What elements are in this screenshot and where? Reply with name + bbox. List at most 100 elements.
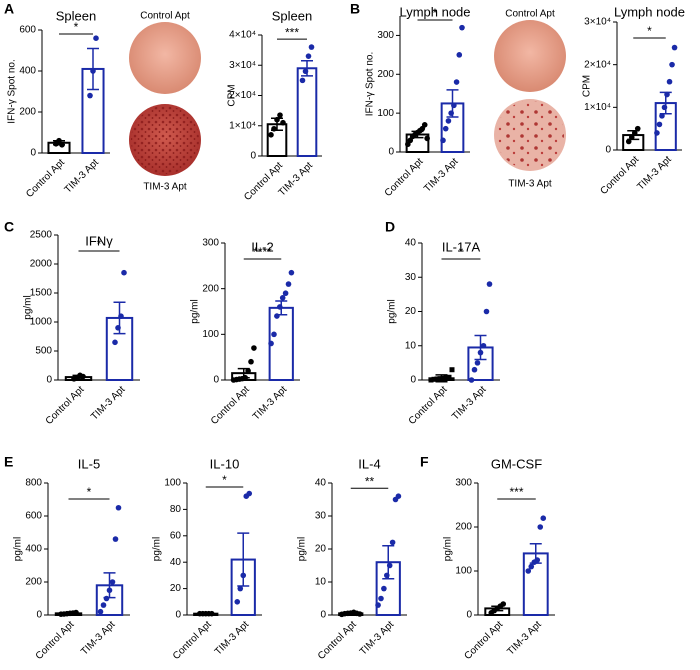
- data-point: [528, 563, 535, 570]
- significance-label: ****: [253, 245, 272, 259]
- data-point: [381, 585, 387, 592]
- y-tick-label: 40: [405, 238, 417, 249]
- y-tick-label: 0: [46, 375, 52, 386]
- y-tick-label: 20: [405, 306, 417, 317]
- data-point: [445, 118, 452, 124]
- error-bar: [474, 334, 487, 361]
- x-tick-label: Control Apt: [462, 619, 505, 662]
- data-point: [242, 374, 249, 381]
- data-point: [451, 102, 457, 109]
- image-label: TIM-3 Apt: [143, 182, 187, 193]
- y-tick-label: 200: [377, 69, 394, 80]
- data-point: [103, 595, 110, 602]
- data-point: [274, 116, 280, 123]
- data-point: [115, 504, 122, 511]
- y-tick-label: 2×10⁴: [229, 90, 256, 101]
- data-point: [389, 539, 396, 546]
- y-tick-label: 1×10⁴: [584, 102, 611, 113]
- data-point: [375, 602, 381, 608]
- y-tick-label: 10: [315, 577, 327, 588]
- x-tick-label: TIM-3 Apt: [358, 619, 397, 658]
- data-point: [299, 77, 306, 84]
- y-tick-label: 600: [25, 511, 42, 522]
- y-tick-label: 200: [25, 577, 42, 588]
- data-point: [268, 132, 274, 138]
- x-tick-label: TIM-3 Apt: [213, 619, 252, 658]
- y-tick-label: 800: [25, 478, 42, 489]
- data-point: [285, 281, 292, 287]
- data-point: [654, 130, 660, 136]
- data-point: [540, 515, 547, 521]
- data-point: [383, 572, 390, 579]
- y-tick-label: 400: [25, 544, 42, 555]
- y-axis-label: IFN-γ Spot no.: [7, 59, 18, 123]
- data-point: [449, 367, 455, 373]
- y-tick-label: 40: [170, 557, 182, 568]
- x-tick-label: TIM-3 Apt: [79, 619, 118, 658]
- data-point: [395, 493, 402, 500]
- data-point: [271, 331, 277, 338]
- data-point: [97, 608, 104, 615]
- y-tick-label: 300: [202, 238, 219, 249]
- y-tick-label: 100: [455, 566, 472, 577]
- data-point: [106, 587, 113, 594]
- y-tick-label: 1×10⁴: [229, 120, 256, 131]
- chart-title: IFNγ: [85, 233, 113, 248]
- data-point: [56, 137, 62, 144]
- significance-label: *: [87, 485, 92, 499]
- x-tick-label: TIM-3 Apt: [251, 384, 290, 423]
- data-point: [378, 595, 384, 602]
- x-tick-label: Control Apt: [316, 619, 359, 662]
- significance-label: *: [459, 245, 464, 259]
- data-point: [480, 342, 487, 349]
- panel-letter: F: [420, 454, 429, 470]
- y-tick-label: 2000: [30, 259, 53, 270]
- y-tick-label: 3×10⁴: [229, 60, 256, 71]
- y-tick-label: 2×10⁴: [584, 59, 611, 70]
- data-point: [468, 377, 475, 383]
- data-point: [459, 24, 465, 31]
- data-point: [73, 609, 79, 616]
- data-point: [302, 68, 309, 75]
- data-point: [525, 568, 532, 574]
- data-point: [237, 585, 244, 592]
- y-axis-label: pg/ml: [190, 299, 201, 323]
- x-tick-label: Control Apt: [383, 156, 426, 199]
- data-point: [424, 135, 430, 142]
- data-point: [109, 579, 116, 585]
- data-point: [671, 44, 678, 51]
- data-point: [443, 375, 449, 381]
- data-point: [268, 340, 274, 347]
- data-point: [112, 339, 118, 346]
- data-point: [442, 125, 449, 132]
- data-point: [628, 134, 635, 140]
- x-tick-label: Control Apt: [242, 160, 285, 203]
- well-spots: [496, 101, 564, 169]
- data-point: [453, 79, 460, 85]
- data-point: [500, 601, 507, 607]
- x-tick-label: Control Apt: [171, 619, 214, 662]
- y-axis-label: pg/ml: [387, 299, 398, 323]
- data-point: [280, 119, 286, 126]
- significance-label: ***: [509, 485, 523, 499]
- y-tick-label: 40: [315, 478, 327, 489]
- y-axis-label: CPM: [227, 84, 238, 106]
- y-tick-label: 60: [170, 530, 182, 541]
- significance-label: *: [74, 20, 79, 34]
- data-point: [631, 130, 638, 136]
- data-point: [121, 269, 127, 276]
- y-tick-label: 1000: [30, 317, 53, 328]
- data-point: [248, 358, 254, 365]
- data-point: [625, 138, 632, 145]
- panel-letter: A: [4, 1, 14, 17]
- significance-label: *: [222, 473, 227, 487]
- y-tick-label: 30: [405, 272, 417, 283]
- data-point: [100, 602, 107, 608]
- well-image: [494, 20, 566, 92]
- x-tick-label: Control Apt: [24, 157, 67, 200]
- data-point: [59, 142, 65, 148]
- y-tick-label: 300: [377, 30, 394, 41]
- y-axis-label: pg/ml: [23, 295, 34, 319]
- x-tick-label: Control Apt: [44, 384, 87, 427]
- image-label: TIM-3 Apt: [508, 179, 552, 190]
